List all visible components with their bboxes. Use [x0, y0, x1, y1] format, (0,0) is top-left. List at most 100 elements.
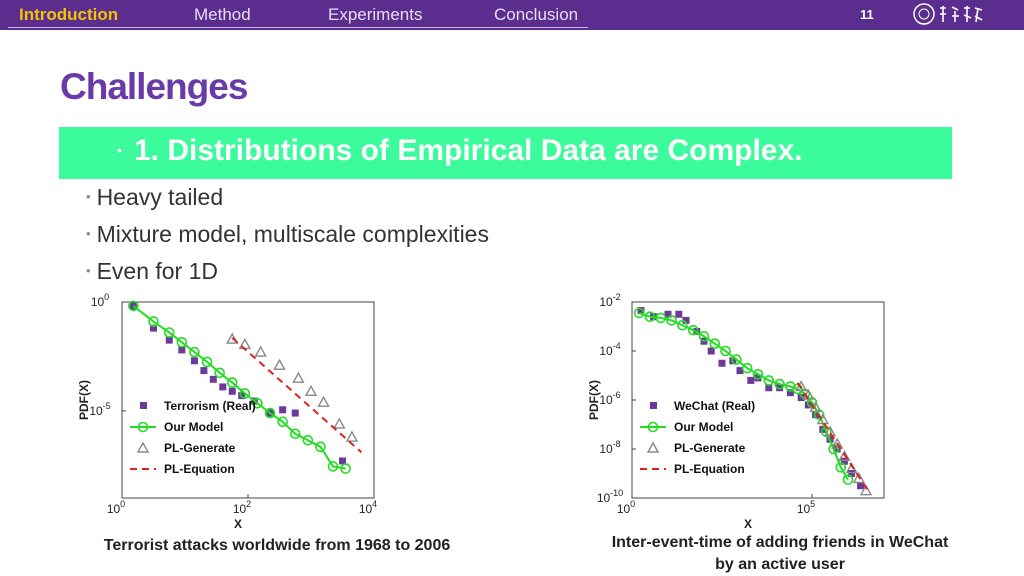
- real-data-point: [848, 470, 856, 477]
- legend-label: PL-Equation: [164, 462, 235, 476]
- pl-generate-point: [345, 430, 359, 442]
- y-axis-label: PDF(X): [77, 380, 91, 420]
- highlight-banner: [59, 127, 952, 179]
- model-point: [189, 346, 200, 358]
- model-point: [720, 345, 731, 357]
- real-data-point: [238, 392, 246, 400]
- model-point: [698, 330, 710, 342]
- right-caption-line2: by an active user: [715, 556, 845, 573]
- model-point: [774, 378, 785, 390]
- model-point: [226, 377, 238, 388]
- model-point: [277, 416, 288, 428]
- y-axis-label: PDF(X): [587, 380, 601, 420]
- legend-label: PL-Generate: [674, 441, 746, 455]
- real-data-point: [664, 310, 672, 318]
- real-data-point: [637, 307, 645, 315]
- model-point: [302, 434, 314, 446]
- page-number: 11: [860, 7, 874, 22]
- real-data-point: [776, 384, 784, 392]
- real-data-point: [165, 336, 173, 344]
- real-data-point: [747, 376, 755, 384]
- nav-underline: [8, 27, 588, 28]
- bullet-item: • Heavy tailed: [86, 184, 223, 211]
- real-data-point: [675, 310, 683, 318]
- nav-conclusion[interactable]: Conclusion: [494, 5, 579, 24]
- model-point: [327, 461, 339, 472]
- real-data-point: [754, 374, 762, 382]
- nav-method[interactable]: Method: [194, 5, 251, 24]
- legend-swatch: [647, 421, 659, 433]
- real-data-point: [291, 409, 299, 417]
- real-data-point: [209, 375, 217, 383]
- model-point: [687, 324, 699, 336]
- legend-swatch: [646, 441, 660, 453]
- model-point: [677, 319, 688, 331]
- pl-generate-point: [823, 425, 837, 437]
- model-point: [128, 300, 139, 312]
- legend-label: PL-Equation: [674, 462, 745, 476]
- real-data-point: [682, 316, 690, 324]
- bullet-dot: •: [86, 263, 91, 278]
- top-navigation-bar: [0, 0, 1024, 30]
- pl-generate-point: [292, 371, 305, 383]
- model-point: [644, 311, 656, 323]
- real-data-point: [786, 389, 794, 397]
- pl-generate-point: [852, 471, 865, 484]
- real-data-point: [812, 411, 820, 419]
- pl-generate-point: [859, 484, 873, 496]
- pl-equation-line: [796, 382, 871, 494]
- y-tick-label: 10-8: [599, 439, 620, 456]
- banner-bullet: •: [117, 142, 122, 158]
- bullet-text: Mixture model, multiscale complexities: [96, 221, 489, 247]
- real-data-point: [833, 445, 841, 453]
- model-point: [176, 336, 188, 348]
- real-data-point: [718, 359, 726, 367]
- model-point: [666, 315, 677, 326]
- model-point: [289, 428, 301, 440]
- model-point: [252, 397, 263, 409]
- real-data-point: [150, 324, 157, 332]
- bullet-dot: •: [86, 226, 91, 241]
- real-data-point: [765, 384, 773, 392]
- model-point: [763, 375, 775, 386]
- real-data-point: [339, 457, 346, 465]
- y-tick-label: 10-4: [599, 341, 620, 358]
- pl-equation-line: [231, 337, 363, 454]
- model-point: [214, 367, 225, 379]
- pl-generate-point: [838, 449, 851, 462]
- bullet-text: Heavy tailed: [96, 184, 224, 210]
- real-data-point: [736, 367, 744, 375]
- wechat-chart: 100 105 10-2 10-4 10-6 10-8 10-10 X PDF(X) WeChat…: [587, 292, 885, 531]
- model-point: [340, 463, 351, 474]
- model-point: [315, 441, 326, 453]
- model-point: [239, 388, 251, 399]
- y-tick-label: 10-2: [599, 292, 620, 309]
- model-point: [835, 462, 847, 473]
- x-tick-label: 102: [233, 499, 251, 516]
- legend-swatch: [650, 402, 657, 409]
- terrorism-chart: 100 102 104 100 10-5 X PDF(X) Terrorism (Real) O…: [77, 292, 377, 531]
- nav-experiments[interactable]: Experiments: [328, 5, 423, 24]
- x-axis-label: X: [234, 517, 242, 531]
- legend-label: WeChat (Real): [674, 399, 755, 413]
- x-tick-label: 105: [797, 499, 815, 516]
- model-point: [163, 327, 175, 338]
- real-data-point: [219, 383, 227, 391]
- x-axis-label: X: [744, 517, 752, 531]
- x-tick-label: 100: [617, 499, 635, 516]
- pl-generate-point: [226, 332, 239, 344]
- model-point: [731, 354, 742, 365]
- x-tick-label: 100: [107, 499, 125, 516]
- model-point: [148, 316, 159, 327]
- real-data-point: [840, 457, 848, 465]
- model-point: [842, 474, 854, 485]
- nav-introduction[interactable]: Introduction: [19, 5, 119, 24]
- real-data-point: [190, 357, 198, 365]
- legend-swatch: [136, 441, 150, 453]
- legend-label: PL-Generate: [164, 441, 236, 455]
- model-point: [264, 407, 276, 419]
- y-tick-label: 10-10: [597, 488, 623, 505]
- real-data-point: [200, 367, 208, 375]
- legend-label: Our Model: [674, 420, 733, 434]
- y-tick-label: 10-6: [599, 390, 620, 407]
